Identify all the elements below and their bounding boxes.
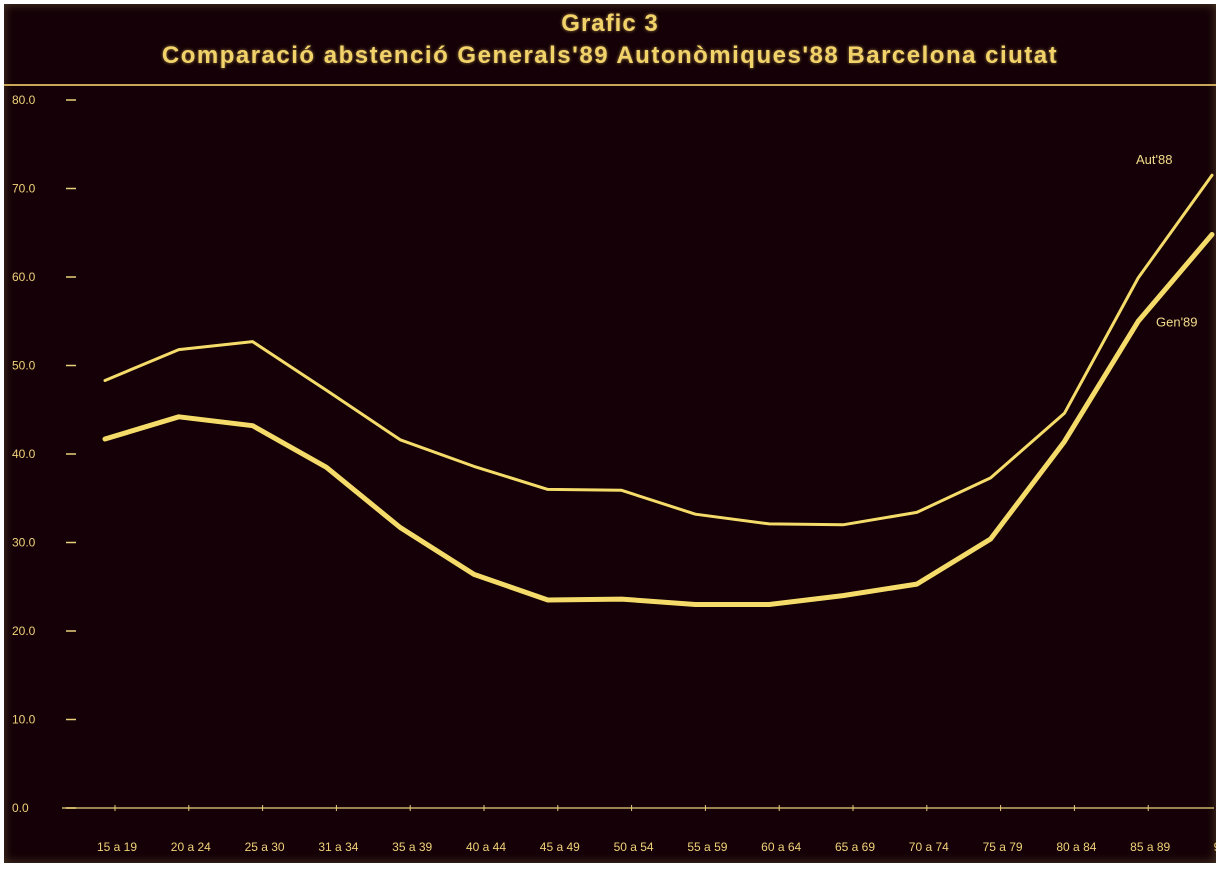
y-tick-label: 70.0 bbox=[12, 182, 36, 196]
title-band: Grafic 3 Comparació abstenció Generals'8… bbox=[4, 4, 1216, 86]
chart-title: Grafic 3 bbox=[561, 10, 659, 37]
series-line-1 bbox=[103, 173, 1214, 527]
x-tick-label: 65 a 69 bbox=[835, 840, 875, 854]
x-tick-label: 90 r bbox=[1214, 840, 1216, 854]
x-tick-label: 40 a 44 bbox=[466, 840, 506, 854]
x-tick-label: 70 a 74 bbox=[909, 840, 949, 854]
line-chart: 0.0 10.0 20.0 30.0 40.0 50.0 60.0 70.0 80.0 15 a … bbox=[12, 93, 1216, 854]
y-tick-label: 50.0 bbox=[12, 359, 36, 373]
chart-frame: Grafic 3 Comparació abstenció Generals'8… bbox=[4, 4, 1216, 863]
series-line-2 bbox=[102, 232, 1215, 607]
x-tick-label: 75 a 79 bbox=[983, 840, 1023, 854]
y-tick-label: 10.0 bbox=[12, 713, 36, 727]
x-tick-label: 20 a 24 bbox=[171, 840, 211, 854]
y-tick-label: 40.0 bbox=[12, 447, 36, 461]
x-tick-label: 55 a 59 bbox=[687, 840, 727, 854]
chart-subtitle: Comparació abstenció Generals'89 Autonòm… bbox=[161, 42, 1059, 69]
series-label-2: Gen'89 bbox=[1156, 315, 1198, 330]
x-tick-label: 60 a 64 bbox=[761, 840, 801, 854]
y-tick-label: 80.0 bbox=[12, 93, 36, 107]
x-tick-label: 80 a 84 bbox=[1056, 840, 1096, 854]
x-tick-label: 25 a 30 bbox=[245, 840, 285, 854]
x-tick-label: 31 a 34 bbox=[318, 840, 358, 854]
series-label-1: Aut'88 bbox=[1136, 152, 1172, 167]
y-tick-label: 0.0 bbox=[12, 801, 29, 815]
x-tick-label: 45 a 49 bbox=[540, 840, 580, 854]
x-tick-label: 35 a 39 bbox=[392, 840, 432, 854]
y-tick-label: 20.0 bbox=[12, 624, 36, 638]
y-tick-label: 30.0 bbox=[12, 536, 36, 550]
x-tick-label: 15 a 19 bbox=[97, 840, 137, 854]
x-tick-label: 50 a 54 bbox=[614, 840, 654, 854]
y-tick-label: 60.0 bbox=[12, 270, 36, 284]
x-tick-label: 85 a 89 bbox=[1130, 840, 1170, 854]
